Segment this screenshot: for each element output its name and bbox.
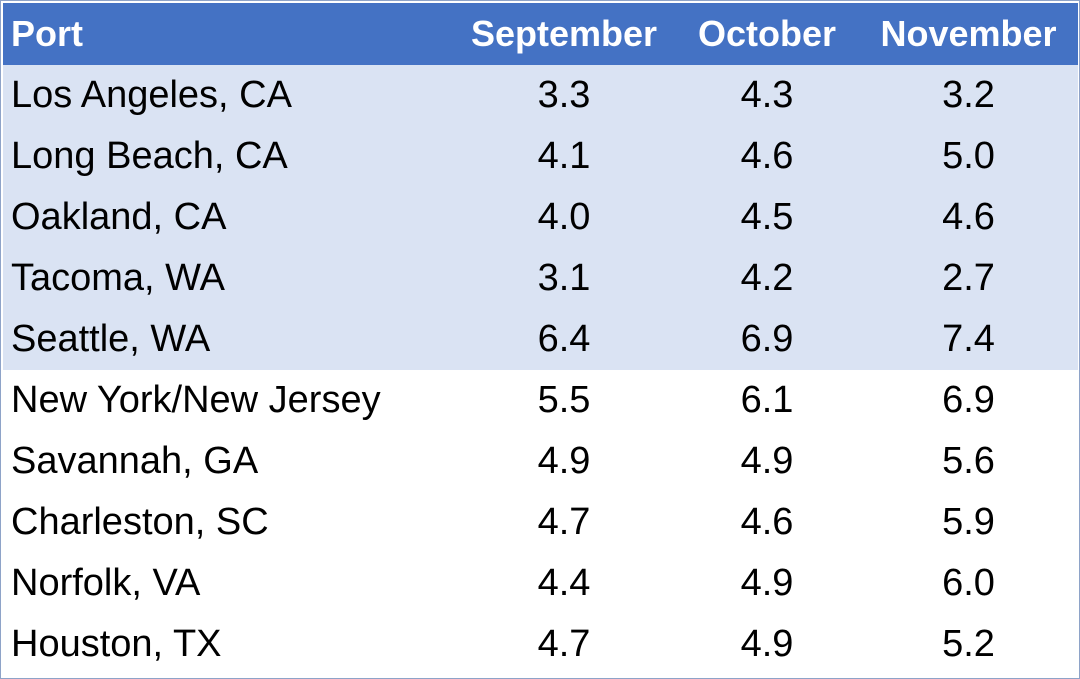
port-cell: Savannah, GA	[11, 440, 259, 482]
value-cell: 5.6	[942, 440, 995, 482]
value-cell: 3.3	[453, 65, 675, 126]
value-cell: 6.1	[740, 379, 794, 421]
table-row: Houston, TX 4.7 4.9 5.2	[3, 614, 1078, 675]
value-cell: 2.7	[859, 248, 1078, 309]
value-cell: 5.2	[942, 623, 995, 665]
value-cell: 4.6	[859, 187, 1078, 248]
header-cell: September	[453, 3, 675, 65]
value-cell: 6.9	[675, 309, 859, 370]
port-cell: Tacoma, WA	[3, 248, 453, 309]
port-cell: Seattle, WA	[3, 309, 453, 370]
value-cell: 4.9	[740, 623, 794, 665]
port-cell: New York/New Jersey	[11, 379, 381, 421]
value-cell: 7.4	[859, 309, 1078, 370]
value-cell: 4.7	[537, 501, 591, 543]
port-cell: Charleston, SC	[11, 501, 269, 543]
port-cell: Oakland, CA	[3, 187, 453, 248]
value-cell: 6.4	[453, 309, 675, 370]
value-cell: 4.6	[675, 126, 859, 187]
value-cell: 4.2	[675, 248, 859, 309]
table-row: Tacoma, WA 3.1 4.2 2.7	[3, 248, 1078, 309]
value-cell: 4.9	[740, 440, 794, 482]
table-row: New York/New Jersey 5.5 6.1 6.9	[3, 370, 1078, 431]
value-cell: 4.9	[740, 562, 794, 604]
header-cell: Port	[3, 3, 453, 65]
table-row: Savannah, GA 4.9 4.9 5.6	[3, 431, 1078, 492]
value-cell: 5.0	[859, 126, 1078, 187]
ports-table: Port September October November Los Angeles…	[3, 3, 1078, 675]
value-cell: 4.3	[675, 65, 859, 126]
value-cell: 4.0	[453, 187, 675, 248]
table-row: Oakland, CA 4.0 4.5 4.6	[3, 187, 1078, 248]
header-cell: October	[675, 3, 859, 65]
table-row: Long Beach, CA 4.1 4.6 5.0	[3, 126, 1078, 187]
header-row: Port September October November	[3, 3, 1078, 65]
header-cell: November	[859, 3, 1078, 65]
value-cell: 6.0	[942, 562, 995, 604]
value-cell: 3.2	[859, 65, 1078, 126]
table-row: Seattle, WA 6.4 6.9 7.4	[3, 309, 1078, 370]
table-row: Charleston, SC 4.7 4.6 5.9	[3, 492, 1078, 553]
value-cell: 4.6	[740, 501, 794, 543]
value-cell: 3.1	[453, 248, 675, 309]
value-cell: 4.4	[537, 562, 591, 604]
port-cell: Houston, TX	[11, 623, 222, 665]
table-body: Los Angeles, CA 3.3 4.3 3.2 Long Beach, CA 4.…	[3, 65, 1078, 675]
port-cell: Los Angeles, CA	[3, 65, 453, 126]
value-cell: 5.9	[942, 501, 995, 543]
table-row: Los Angeles, CA 3.3 4.3 3.2	[3, 65, 1078, 126]
port-cell: Long Beach, CA	[3, 126, 453, 187]
value-cell: 6.9	[942, 379, 995, 421]
table-row: Norfolk, VA 4.4 4.9 6.0	[3, 553, 1078, 614]
value-cell: 5.5	[537, 379, 591, 421]
value-cell: 4.1	[453, 126, 675, 187]
port-cell: Norfolk, VA	[11, 562, 201, 604]
value-cell: 4.7	[537, 623, 591, 665]
value-cell: 4.9	[537, 440, 591, 482]
value-cell: 4.5	[675, 187, 859, 248]
